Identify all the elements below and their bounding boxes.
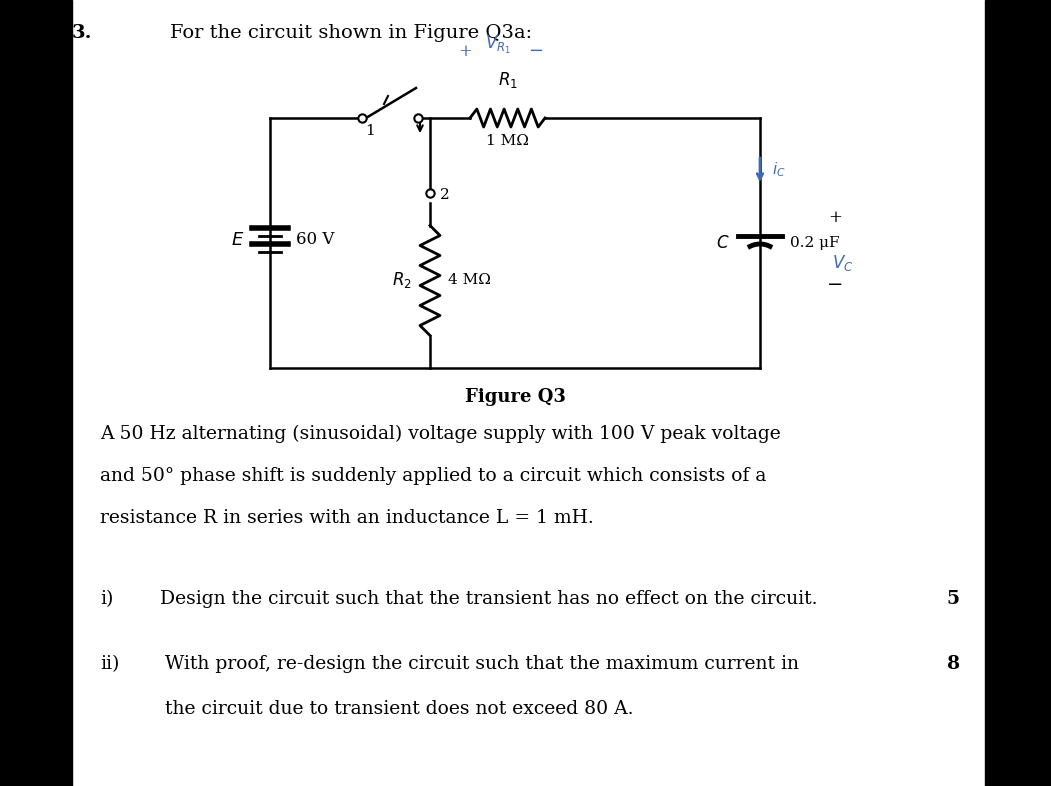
- Text: A 50 Hz alternating (sinusoidal) voltage supply with 100 V peak voltage: A 50 Hz alternating (sinusoidal) voltage…: [100, 425, 781, 443]
- Text: 1 MΩ: 1 MΩ: [486, 134, 529, 148]
- Text: 4 MΩ: 4 MΩ: [448, 274, 491, 288]
- Text: $C$: $C$: [717, 234, 730, 252]
- Text: Design the circuit such that the transient has no effect on the circuit.: Design the circuit such that the transie…: [160, 590, 818, 608]
- Text: the circuit due to transient does not exceed 80 A.: the circuit due to transient does not ex…: [165, 700, 634, 718]
- Text: ii): ii): [100, 655, 120, 673]
- Text: Figure Q3: Figure Q3: [465, 388, 565, 406]
- Text: 5: 5: [947, 590, 960, 608]
- Text: 8: 8: [947, 655, 960, 673]
- Text: For the circuit shown in Figure Q3a:: For the circuit shown in Figure Q3a:: [170, 24, 532, 42]
- Bar: [0, 0, 73, 786]
- Text: $V_C$: $V_C$: [832, 253, 853, 273]
- Text: −: −: [827, 276, 843, 294]
- Text: and 50° phase shift is suddenly applied to a circuit which consists of a: and 50° phase shift is suddenly applied …: [100, 467, 766, 485]
- Text: 60 V: 60 V: [296, 232, 334, 248]
- Text: 1: 1: [365, 124, 375, 138]
- Text: +: +: [828, 210, 842, 226]
- Text: $E$: $E$: [230, 231, 244, 249]
- Text: $V_{R_1}$: $V_{R_1}$: [485, 34, 511, 56]
- Text: 2: 2: [440, 188, 450, 202]
- Text: $R_2$: $R_2$: [392, 270, 412, 291]
- Text: resistance R in series with an inductance L = 1 mH.: resistance R in series with an inductanc…: [100, 509, 594, 527]
- Text: +: +: [458, 43, 473, 60]
- Text: $i_C$: $i_C$: [772, 160, 786, 179]
- Text: $R_1$: $R_1$: [497, 70, 517, 90]
- Text: 3.: 3.: [73, 24, 92, 42]
- Text: −: −: [528, 42, 543, 60]
- Text: With proof, re-design the circuit such that the maximum current in: With proof, re-design the circuit such t…: [165, 655, 799, 673]
- Text: 0.2 μF: 0.2 μF: [790, 236, 840, 250]
- Bar: [985, 0, 1051, 786]
- Text: i): i): [100, 590, 114, 608]
